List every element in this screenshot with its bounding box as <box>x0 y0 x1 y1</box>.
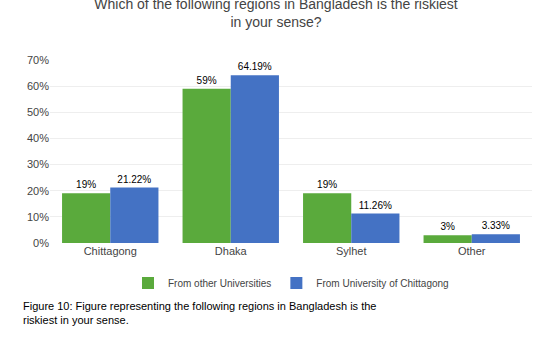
svg-text:From University of Chittagong: From University of Chittagong <box>316 278 448 289</box>
svg-text:64.19%: 64.19% <box>238 61 272 72</box>
svg-text:19%: 19% <box>76 179 96 190</box>
svg-text:70%: 70% <box>27 54 49 66</box>
svg-text:Other: Other <box>458 245 486 257</box>
svg-text:60%: 60% <box>27 80 49 92</box>
svg-text:20%: 20% <box>27 185 49 197</box>
svg-text:Which of the following regions: Which of the following regions in Bangla… <box>94 0 458 30</box>
svg-text:3%: 3% <box>440 221 455 232</box>
svg-text:10%: 10% <box>27 211 49 223</box>
svg-text:Sylhet: Sylhet <box>336 245 367 257</box>
svg-text:3.33%: 3.33% <box>482 220 510 231</box>
svg-text:0%: 0% <box>33 237 49 249</box>
svg-text:59%: 59% <box>197 75 217 86</box>
svg-text:Dhaka: Dhaka <box>215 245 248 257</box>
svg-text:Figure 10: Figure representing: Figure 10: Figure representing the follo… <box>23 300 376 326</box>
svg-text:11.26%: 11.26% <box>359 200 392 211</box>
svg-text:50%: 50% <box>27 106 49 118</box>
svg-text:Chittagong: Chittagong <box>84 245 137 257</box>
svg-text:From other Universities: From other Universities <box>168 278 271 289</box>
svg-text:30%: 30% <box>27 158 49 170</box>
svg-text:40%: 40% <box>27 132 49 144</box>
svg-text:19%: 19% <box>317 179 337 190</box>
svg-text:21.22%: 21.22% <box>117 174 151 185</box>
